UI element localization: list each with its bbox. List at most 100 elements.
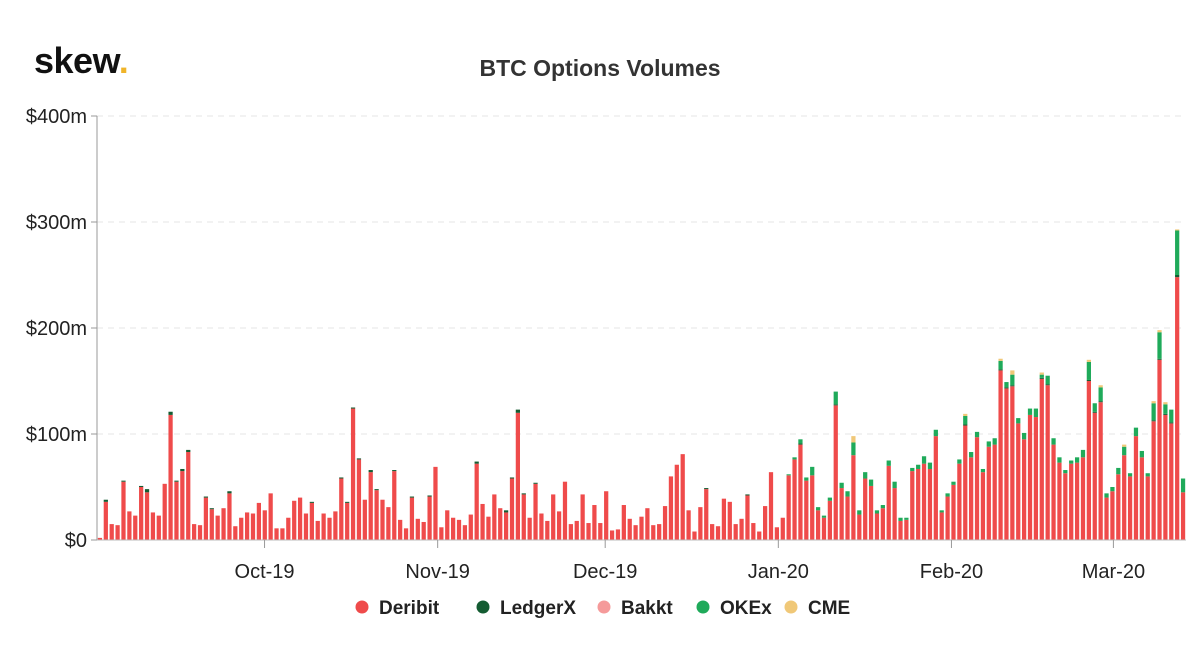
bar-deribit [880,508,885,540]
bar-deribit [515,412,520,540]
legend-label-okex[interactable]: OKEx [720,598,772,619]
bar-okex [1157,332,1162,359]
bar-deribit [180,471,185,540]
x-tick-label: Feb-20 [920,561,983,583]
legend-label-bakkt[interactable]: Bakkt [621,598,673,619]
legend-marker-ledgerx[interactable] [476,600,490,614]
bar-deribit [927,468,933,540]
bar-deribit [115,525,120,540]
x-axis-ticks: Oct-19 Nov-19 Dec-19 Jan-20 Feb-20 Mar-20 [235,540,1145,583]
bar-deribit [262,510,267,540]
bar-deribit [916,468,921,540]
bar-cme [1039,372,1044,375]
legend-label-cme[interactable]: CME [808,598,850,619]
bar-okex [845,491,850,497]
bar-deribit [986,446,991,540]
bar-ledgerx [1004,387,1009,389]
bar-deribit [345,502,350,540]
bar-deribit [333,511,338,540]
bar-okex [1110,487,1115,492]
bar-okex [904,517,909,520]
bar-deribit [792,459,797,540]
bar-deribit [127,511,132,540]
bar-ledgerx [392,470,397,472]
bar-deribit [350,408,356,540]
bar-deribit [963,425,968,540]
bar-ledgerx [1092,411,1097,413]
bar-deribit [933,436,938,540]
bar-deribit [209,509,214,540]
bar-okex [957,459,962,464]
legend-marker-deribit[interactable] [355,600,369,614]
bar-okex [992,438,997,445]
bar-deribit [297,497,303,540]
bar-deribit [250,513,256,540]
bar-deribit [1175,277,1180,540]
bar-deribit [980,472,986,540]
legend-marker-okex[interactable] [696,600,710,614]
bar-deribit [315,520,320,540]
bar-okex [1127,473,1133,477]
bar-deribit [1051,444,1056,540]
bar-deribit [763,506,768,540]
bar-okex [804,477,809,481]
bar-okex [786,474,791,476]
bar-deribit [751,523,756,540]
bar-okex [1133,427,1139,437]
bar-ledgerx [998,369,1003,371]
bar-deribit [780,517,785,540]
bar-deribit [839,488,844,540]
bar-deribit [527,517,532,540]
bar-deribit [874,513,880,540]
bar-okex [1175,230,1180,275]
bar-deribit [692,531,697,540]
bar-ledgerx [1086,379,1091,381]
legend-marker-cme[interactable] [784,600,798,614]
bar-deribit [433,466,438,540]
bar-cme [1122,444,1127,447]
y-tick-label: $100m [26,424,87,446]
bar-ledgerx [368,470,373,473]
bar-deribit [327,517,332,540]
bar-deribit [503,512,509,540]
bar-cme [1175,229,1180,231]
y-tick-label: $400m [26,106,87,128]
skew-logo: skew. [34,40,129,82]
bar-deribit [1027,414,1033,540]
bar-deribit [168,414,173,540]
bar-deribit [1092,412,1097,540]
bar-okex [1145,473,1150,477]
chart-title: BTC Options Volumes [479,55,720,81]
bar-okex [1045,375,1050,385]
bar-okex [886,460,891,466]
bar-okex [1004,382,1009,388]
bar-deribit [668,476,674,540]
bar-deribit [609,530,615,540]
legend-label-deribit[interactable]: Deribit [379,598,440,619]
bar-ledgerx [350,407,356,409]
bar-deribit [374,490,379,540]
bar-ledgerx [833,404,838,406]
bar-deribit [451,517,456,540]
bar-ledgerx [121,480,126,482]
bar-deribit [1004,388,1009,540]
bar-okex [1086,361,1091,380]
legend-marker-bakkt[interactable] [597,600,611,614]
bar-deribit [951,484,956,540]
bar-ledgerx [798,443,803,445]
bar-deribit [910,471,915,540]
bar-deribit [492,494,497,540]
bar-deribit [833,405,838,540]
legend-label-ledgerx[interactable]: LedgerX [500,598,576,619]
bar-deribit [857,514,862,540]
bar-deribit [827,500,832,540]
bar-okex [898,517,903,521]
x-tick-label: Jan-20 [748,561,809,583]
bar-ledgerx [474,461,479,464]
bar-deribit [398,519,403,540]
bar-deribit [674,464,679,540]
bar-ledgerx [427,495,432,497]
bar-deribit [957,463,962,540]
bar-deribit [468,514,473,540]
bar-ledgerx [1010,385,1015,387]
